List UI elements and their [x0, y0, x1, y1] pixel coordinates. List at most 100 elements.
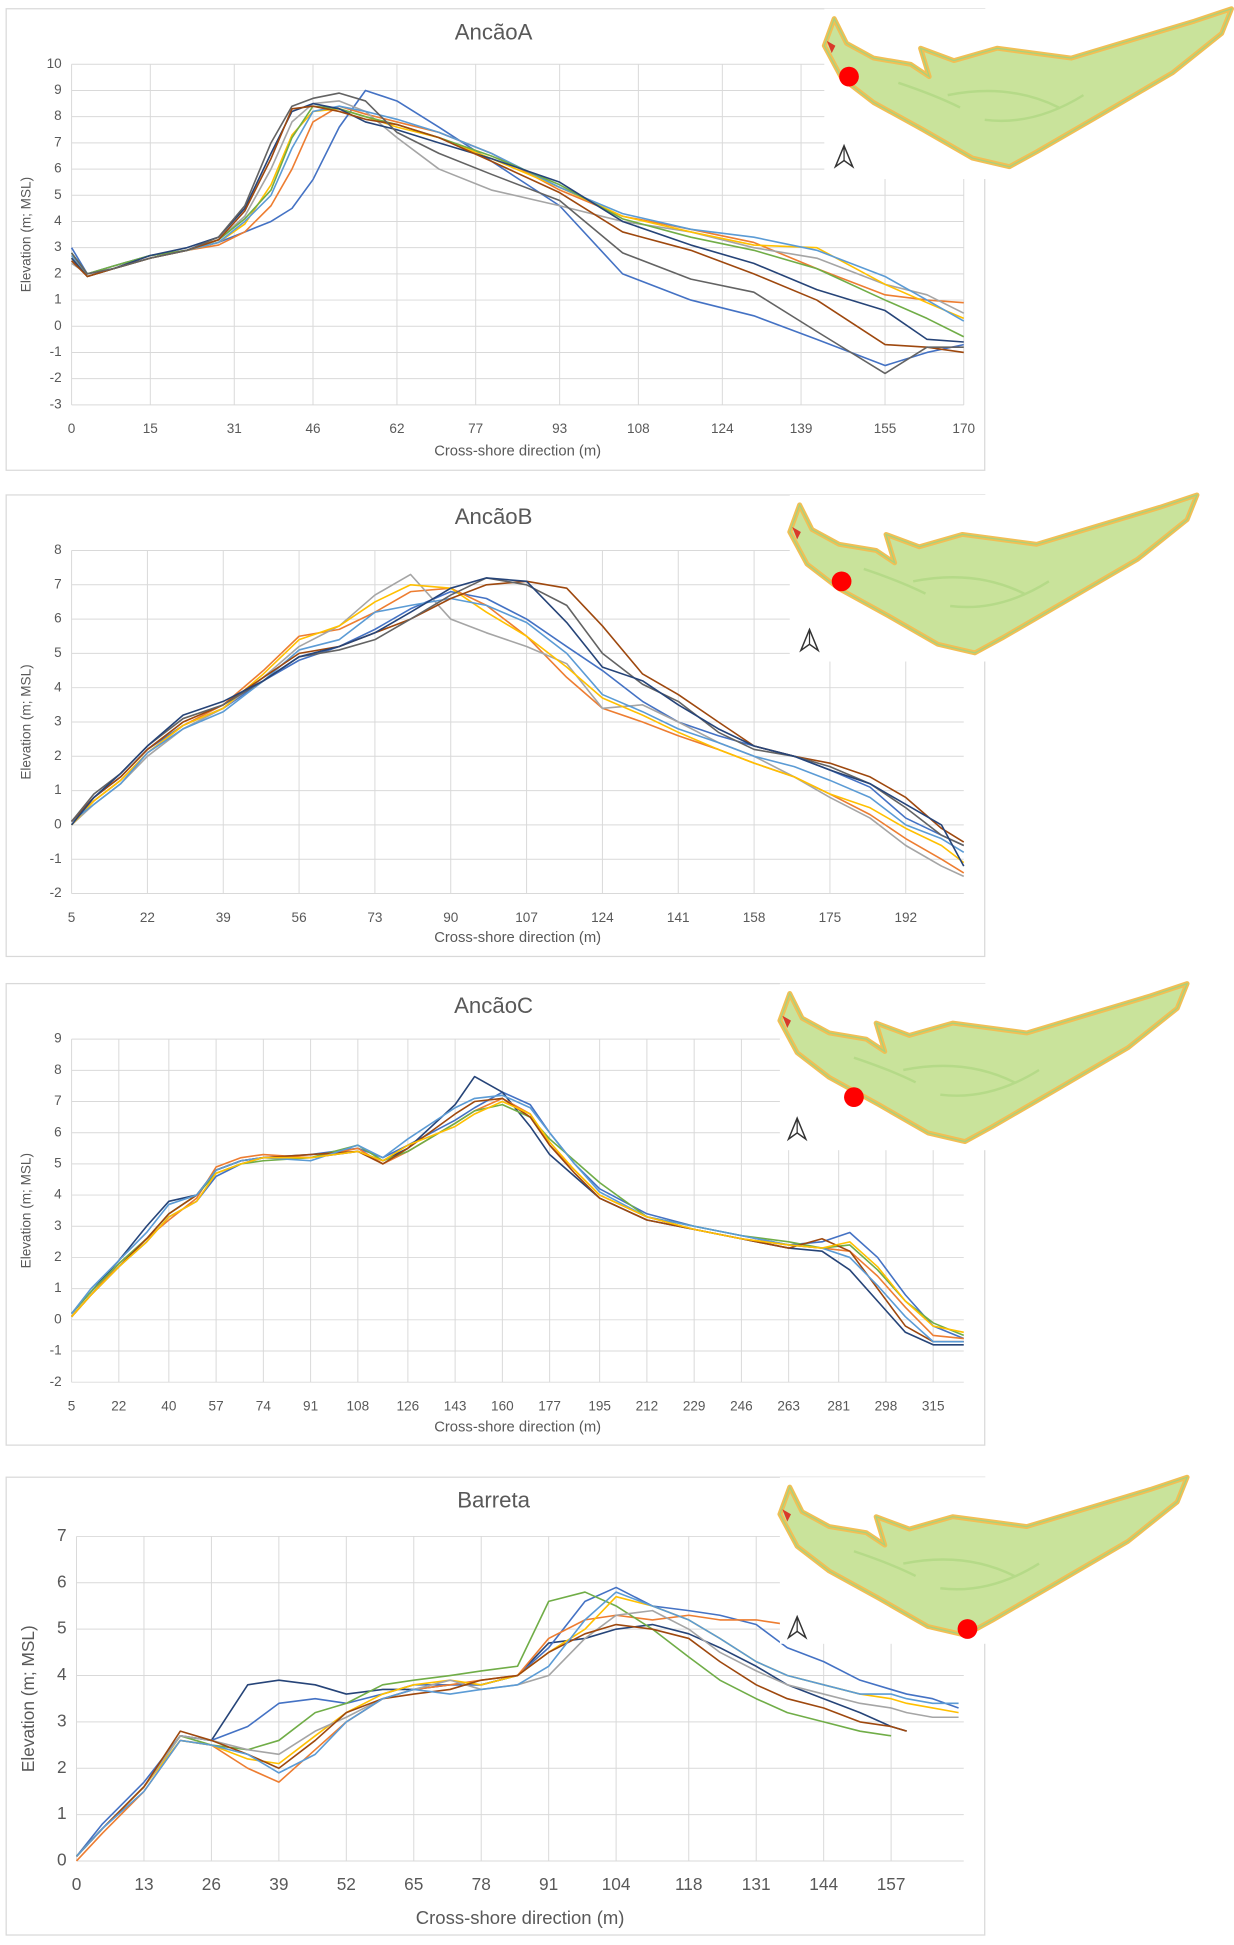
x-tick-label: 170: [952, 421, 975, 436]
x-tick-label: 52: [337, 1874, 356, 1894]
y-axis-title: Elevation (m; MSL): [19, 177, 34, 292]
y-tick-label: 1: [54, 1280, 62, 1295]
x-tick-label: 175: [819, 910, 842, 925]
y-tick-label: 0: [57, 1850, 67, 1870]
chart-title: Barreta: [457, 1488, 530, 1513]
x-tick-label: 155: [874, 421, 897, 436]
y-axis-title: Elevation (m; MSL): [19, 664, 34, 779]
y-tick-label: -1: [50, 851, 62, 866]
map-inset: [824, 9, 1234, 179]
y-tick-label: 2: [57, 1757, 67, 1777]
x-tick-label: 177: [538, 1398, 561, 1413]
x-tick-label: 118: [675, 1874, 703, 1894]
x-tick-label: 77: [468, 421, 483, 436]
x-tick-label: 144: [809, 1874, 838, 1894]
y-tick-label: -1: [50, 344, 62, 359]
x-axis-title: Cross-shore direction (m): [416, 1907, 625, 1928]
y-tick-label: 3: [57, 1710, 67, 1730]
x-tick-label: 13: [134, 1874, 153, 1894]
x-tick-label: 0: [72, 1874, 82, 1894]
x-tick-label: 22: [140, 910, 155, 925]
x-tick-label: 124: [591, 910, 614, 925]
x-tick-label: 212: [636, 1398, 659, 1413]
x-tick-label: 62: [389, 421, 404, 436]
y-tick-label: 4: [54, 213, 62, 228]
y-tick-label: 1: [57, 1803, 67, 1823]
x-tick-label: 315: [922, 1398, 945, 1413]
x-tick-label: 158: [743, 910, 766, 925]
y-tick-label: 0: [54, 816, 62, 831]
chart-title: AncãoA: [455, 19, 533, 44]
x-tick-label: 56: [292, 910, 307, 925]
y-tick-label: -2: [50, 885, 62, 900]
y-tick-label: 0: [54, 1311, 62, 1326]
y-tick-label: 4: [54, 1187, 62, 1202]
x-tick-label: 39: [269, 1874, 288, 1894]
y-tick-label: 3: [54, 239, 62, 254]
x-tick-label: 91: [539, 1874, 558, 1894]
y-tick-label: 6: [54, 1124, 62, 1139]
y-tick-label: 2: [54, 748, 62, 763]
y-axis-title: Elevation (m; MSL): [19, 1153, 34, 1268]
x-tick-label: 124: [711, 421, 734, 436]
x-tick-label: 15: [143, 421, 158, 436]
y-tick-label: -2: [50, 1374, 62, 1389]
x-tick-label: 90: [443, 910, 459, 925]
x-axis-title: Cross-shore direction (m): [434, 444, 601, 460]
y-tick-label: 7: [57, 1525, 67, 1545]
x-tick-label: 263: [777, 1398, 800, 1413]
y-tick-label: -1: [50, 1343, 62, 1358]
map-inset: [780, 1477, 1187, 1644]
y-tick-label: 1: [54, 782, 62, 797]
y-tick-label: 9: [54, 82, 62, 97]
y-tick-label: 7: [54, 1093, 62, 1108]
y-tick-label: 7: [54, 134, 62, 149]
x-tick-label: 298: [875, 1398, 898, 1413]
x-tick-label: 22: [111, 1398, 126, 1413]
x-tick-label: 141: [667, 910, 690, 925]
y-tick-label: 6: [57, 1571, 67, 1591]
y-tick-label: 9: [54, 1031, 62, 1046]
x-tick-label: 46: [305, 421, 320, 436]
x-tick-label: 31: [227, 421, 242, 436]
x-tick-label: 26: [202, 1874, 221, 1894]
y-tick-label: 7: [54, 576, 62, 591]
chart-title: AncãoB: [455, 504, 533, 529]
x-tick-label: 131: [742, 1874, 771, 1894]
y-tick-label: 4: [54, 679, 62, 694]
x-tick-label: 65: [404, 1874, 423, 1894]
x-tick-label: 246: [730, 1398, 753, 1413]
charts: -3-2-10123456789100153146627793108124139…: [6, 9, 985, 1935]
x-tick-label: 74: [256, 1398, 272, 1413]
y-tick-label: 5: [57, 1618, 67, 1638]
x-tick-label: 108: [627, 421, 650, 436]
x-tick-label: 91: [303, 1398, 318, 1413]
y-tick-label: 6: [54, 611, 62, 626]
x-tick-label: 93: [552, 421, 567, 436]
y-tick-label: 8: [54, 108, 62, 123]
x-tick-label: 139: [790, 421, 813, 436]
x-tick-label: 157: [877, 1874, 906, 1894]
x-tick-label: 160: [491, 1398, 514, 1413]
x-tick-label: 143: [444, 1398, 467, 1413]
y-tick-label: 0: [54, 318, 62, 333]
y-tick-label: -2: [50, 370, 62, 385]
y-tick-label: 4: [57, 1664, 67, 1684]
y-tick-label: 5: [54, 187, 62, 202]
x-axis-title: Cross-shore direction (m): [434, 930, 601, 946]
x-tick-label: 0: [68, 421, 76, 436]
x-tick-label: 281: [827, 1398, 850, 1413]
page: {"chart_data": [ {"type": "line", "title…: [0, 0, 1234, 1945]
x-tick-label: 57: [209, 1398, 224, 1413]
x-tick-label: 78: [472, 1874, 491, 1894]
x-tick-label: 40: [161, 1398, 177, 1413]
y-tick-label: 5: [54, 1155, 62, 1170]
y-axis-title: Elevation (m; MSL): [18, 1625, 38, 1772]
x-tick-label: 39: [216, 910, 231, 925]
y-tick-label: 2: [54, 265, 62, 280]
y-tick-label: 10: [47, 56, 63, 71]
x-tick-label: 5: [68, 910, 76, 925]
y-tick-label: 8: [54, 1062, 62, 1077]
y-tick-label: 3: [54, 1218, 62, 1233]
x-tick-label: 73: [367, 910, 382, 925]
